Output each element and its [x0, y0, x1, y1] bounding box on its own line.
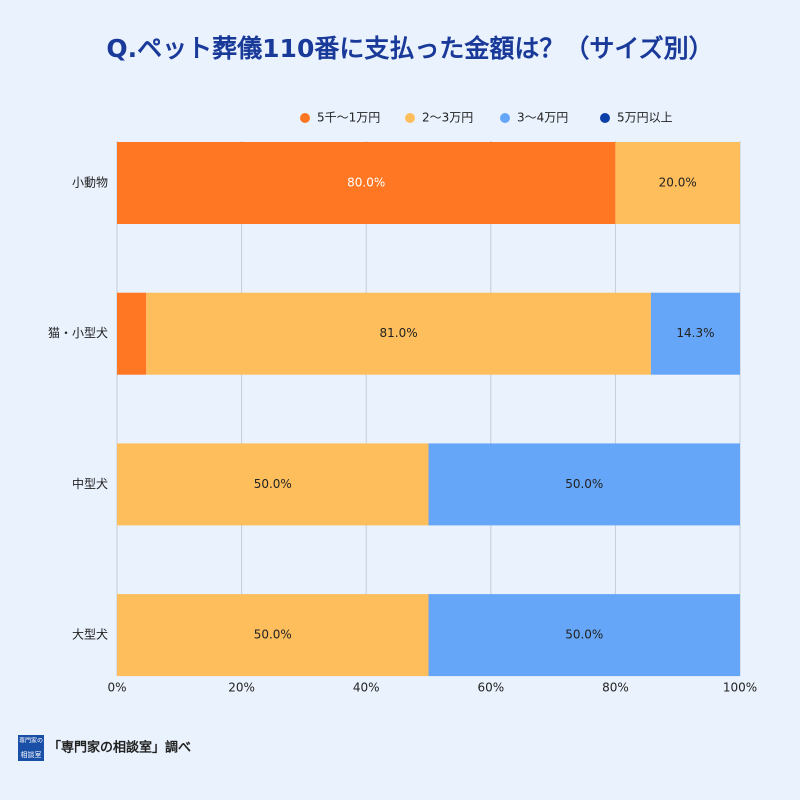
bar-segment: [117, 142, 616, 224]
legend-marker: [300, 113, 310, 123]
x-tick-label: 100%: [723, 681, 757, 695]
bar-segment: [428, 594, 740, 677]
data-label: 81.0%: [380, 326, 418, 340]
chart-title: Q.ペット葬儀110番に支払った金額は？（サイズ別）: [106, 34, 713, 63]
legend-marker: [600, 113, 610, 123]
y-tick-label: 大型犬: [72, 628, 108, 642]
legend-marker: [405, 113, 415, 123]
data-label: 50.0%: [254, 477, 292, 491]
data-label: 20.0%: [659, 176, 697, 190]
x-tick-label: 20%: [228, 681, 255, 695]
legend-marker: [500, 113, 510, 123]
bar-segment: [428, 443, 740, 526]
x-tick-label: 60%: [477, 681, 504, 695]
y-tick-label: 中型犬: [72, 476, 108, 491]
legend-label: 2〜3万円: [422, 111, 473, 125]
y-tick-label: 猫・小型犬: [48, 326, 108, 340]
legend-label: 5千〜1万円: [317, 111, 380, 125]
x-tick-label: 40%: [353, 681, 380, 695]
bar-segment: [117, 443, 429, 526]
data-label: 14.3%: [676, 326, 714, 340]
logo-text: 専門家の: [19, 737, 43, 745]
x-tick-label: 80%: [602, 681, 629, 695]
legend-label: 5万円以上: [617, 111, 673, 125]
data-label: 50.0%: [565, 628, 603, 642]
bar-segment: [146, 292, 651, 375]
data-label: 80.0%: [347, 176, 385, 190]
source: 「専門家の相談室」調べ: [48, 740, 191, 756]
data-label: 50.0%: [565, 477, 603, 491]
bar-segment: [117, 594, 429, 677]
y-tick-label: 小動物: [72, 176, 108, 190]
x-tick-label: 0%: [107, 681, 126, 695]
data-label: 50.0%: [254, 628, 292, 642]
bar-segment: [615, 142, 740, 224]
legend-label: 3〜4万円: [517, 111, 568, 125]
bar-segment: [650, 292, 740, 375]
bar-segment: [117, 292, 147, 375]
logo: [18, 735, 44, 761]
logo-text: 相談室: [21, 750, 42, 759]
